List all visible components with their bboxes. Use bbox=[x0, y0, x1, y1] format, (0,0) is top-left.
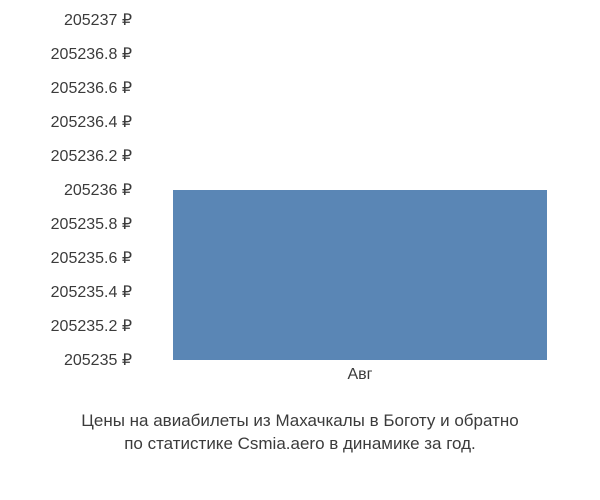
caption-line-2: по статистике Csmia.aero в динамике за г… bbox=[124, 434, 476, 453]
bar bbox=[173, 190, 547, 360]
y-tick-label: 205237 ₽ bbox=[64, 10, 132, 30]
y-tick-label: 205235 ₽ bbox=[64, 350, 132, 370]
plot-area: Авг bbox=[140, 20, 580, 360]
y-tick-label: 205236.8 ₽ bbox=[51, 44, 132, 64]
x-tick-label: Авг bbox=[347, 366, 372, 384]
y-axis: 205237 ₽205236.8 ₽205236.6 ₽205236.4 ₽20… bbox=[0, 20, 140, 360]
y-tick-label: 205235.4 ₽ bbox=[51, 282, 132, 302]
price-bar-chart: 205237 ₽205236.8 ₽205236.6 ₽205236.4 ₽20… bbox=[0, 20, 600, 400]
caption-line-1: Цены на авиабилеты из Махачкалы в Боготу… bbox=[81, 411, 518, 430]
y-tick-label: 205235.8 ₽ bbox=[51, 214, 132, 234]
y-tick-label: 205235.6 ₽ bbox=[51, 248, 132, 268]
chart-caption: Цены на авиабилеты из Махачкалы в Боготу… bbox=[0, 410, 600, 456]
y-tick-label: 205236 ₽ bbox=[64, 180, 132, 200]
y-tick-label: 205236.4 ₽ bbox=[51, 112, 132, 132]
y-tick-label: 205236.2 ₽ bbox=[51, 146, 132, 166]
y-tick-label: 205235.2 ₽ bbox=[51, 316, 132, 336]
y-tick-label: 205236.6 ₽ bbox=[51, 78, 132, 98]
